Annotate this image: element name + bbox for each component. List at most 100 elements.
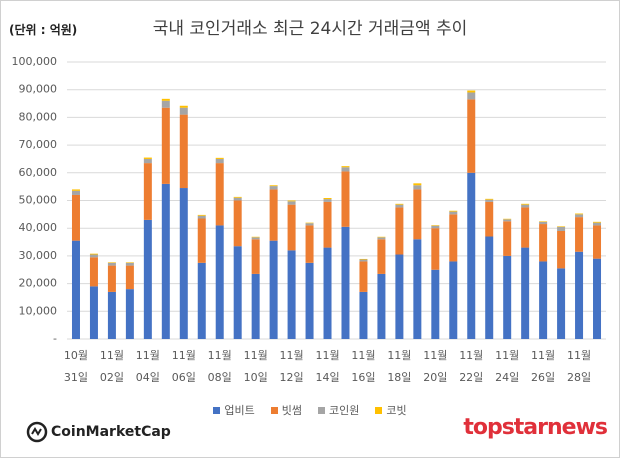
bar-segment: [71, 240, 80, 339]
bar-segment: [575, 214, 584, 218]
bar-segment: [161, 183, 170, 339]
source-logo: CoinMarketCap: [51, 424, 171, 440]
source-logo-icon: [26, 421, 48, 443]
bar-segment: [305, 223, 314, 226]
bar-segment: [233, 196, 242, 198]
bar-segment: [161, 107, 170, 184]
bar-segment: [287, 200, 296, 202]
bar-segment: [161, 100, 170, 108]
bar-segment: [287, 204, 296, 251]
bar-segment: [287, 201, 296, 205]
y-tick-label: 100,000: [12, 55, 58, 68]
bar-segment: [539, 224, 548, 262]
bar-segment: [395, 203, 404, 205]
y-tick-label: 30,000: [19, 249, 58, 262]
bar-segment: [305, 222, 314, 224]
bar-segment: [341, 226, 350, 339]
legend-swatch: [270, 406, 278, 414]
bar-segment: [89, 286, 98, 339]
bar-segment: [359, 259, 368, 262]
y-tick-label: 90,000: [19, 83, 58, 96]
bar-segment: [593, 221, 602, 223]
bar-segment: [89, 254, 98, 258]
bar-segment: [107, 262, 116, 263]
bar-segment: [467, 172, 476, 339]
bar-segment: [593, 222, 602, 226]
x-tick-label: 11월 28일: [566, 349, 592, 384]
chart-title: 국내 코인거래소 최근 24시간 거래금액 추이: [152, 19, 468, 39]
x-tick-label: 11월 26일: [531, 349, 556, 384]
x-tick-label: 11월 18일: [387, 349, 412, 384]
bar-segment: [395, 254, 404, 339]
bar-segment: [197, 262, 206, 339]
bar-segment: [449, 261, 458, 339]
bar-segment: [125, 289, 134, 339]
bar-segment: [593, 258, 602, 339]
bar-segment: [179, 114, 188, 189]
legend-label: 코인원: [329, 404, 360, 417]
bar-segment: [125, 262, 134, 266]
x-tick-label: 11월 22일: [459, 349, 484, 384]
bar-segment: [539, 261, 548, 339]
legend-label: 코빗: [386, 404, 407, 417]
bar-segment: [467, 90, 476, 93]
bar-segment: [377, 237, 386, 240]
bar-segment: [449, 210, 458, 212]
x-tick-label: 11월 08일: [207, 349, 232, 384]
legend-item: 코인원: [318, 402, 359, 418]
bar-segment: [251, 273, 260, 339]
bar-segment: [251, 239, 260, 274]
bar-segment: [179, 105, 188, 108]
bar-segment: [449, 214, 458, 262]
bar-segment: [503, 219, 512, 222]
bar-segment: [575, 251, 584, 339]
legend-swatch: [213, 406, 221, 414]
bar-segment: [269, 240, 278, 339]
bar-segment: [107, 262, 116, 266]
x-tick-label: 11월 24일: [495, 349, 520, 384]
bar-segment: [269, 189, 278, 241]
legend-item: 빗썸: [270, 402, 302, 418]
bar-segment: [503, 255, 512, 339]
bar-segment: [71, 194, 80, 241]
unit-label: (단위 : 억원): [9, 23, 78, 37]
bar-segment: [179, 188, 188, 339]
bar-segment: [125, 262, 134, 263]
x-tick-label: 11월 20일: [423, 349, 448, 384]
bar-segment: [521, 203, 530, 205]
bar-segment: [359, 258, 368, 260]
bar-segment: [107, 265, 116, 292]
bar-segment: [179, 107, 188, 115]
bar-segment: [233, 246, 242, 339]
bar-segment: [539, 221, 548, 225]
watermark: topstarnews: [463, 415, 608, 440]
bar-segment: [503, 218, 512, 220]
x-tick-label: 10월 31일: [63, 349, 89, 384]
bar-segment: [503, 221, 512, 256]
bar-segment: [467, 99, 476, 173]
bar-segment: [269, 185, 278, 187]
bar-segment: [377, 239, 386, 274]
bar-segment: [125, 265, 134, 290]
bar-segment: [233, 197, 242, 201]
bar-segment: [197, 214, 206, 216]
x-tick-label: 11월 12일: [279, 349, 304, 384]
bar-segment: [341, 171, 350, 227]
bar-segment: [89, 253, 98, 255]
bar-segment: [377, 273, 386, 339]
bar-segment: [485, 199, 494, 202]
bar-segment: [539, 221, 548, 222]
bar-segment: [323, 201, 332, 248]
y-tick-label: 50,000: [19, 194, 58, 207]
bar-segment: [593, 225, 602, 259]
bar-segment: [215, 158, 224, 164]
legend-swatch: [375, 406, 383, 414]
bar-segment: [557, 226, 566, 227]
bar-segment: [251, 237, 260, 240]
y-tick-label: 80,000: [19, 110, 58, 123]
bar-segment: [395, 204, 404, 208]
bar-segment: [431, 225, 440, 229]
bar-segment: [323, 198, 332, 200]
y-tick-label: 70,000: [19, 138, 58, 151]
legend: 업비트 빗썸 코인원 코빗: [1, 402, 619, 418]
